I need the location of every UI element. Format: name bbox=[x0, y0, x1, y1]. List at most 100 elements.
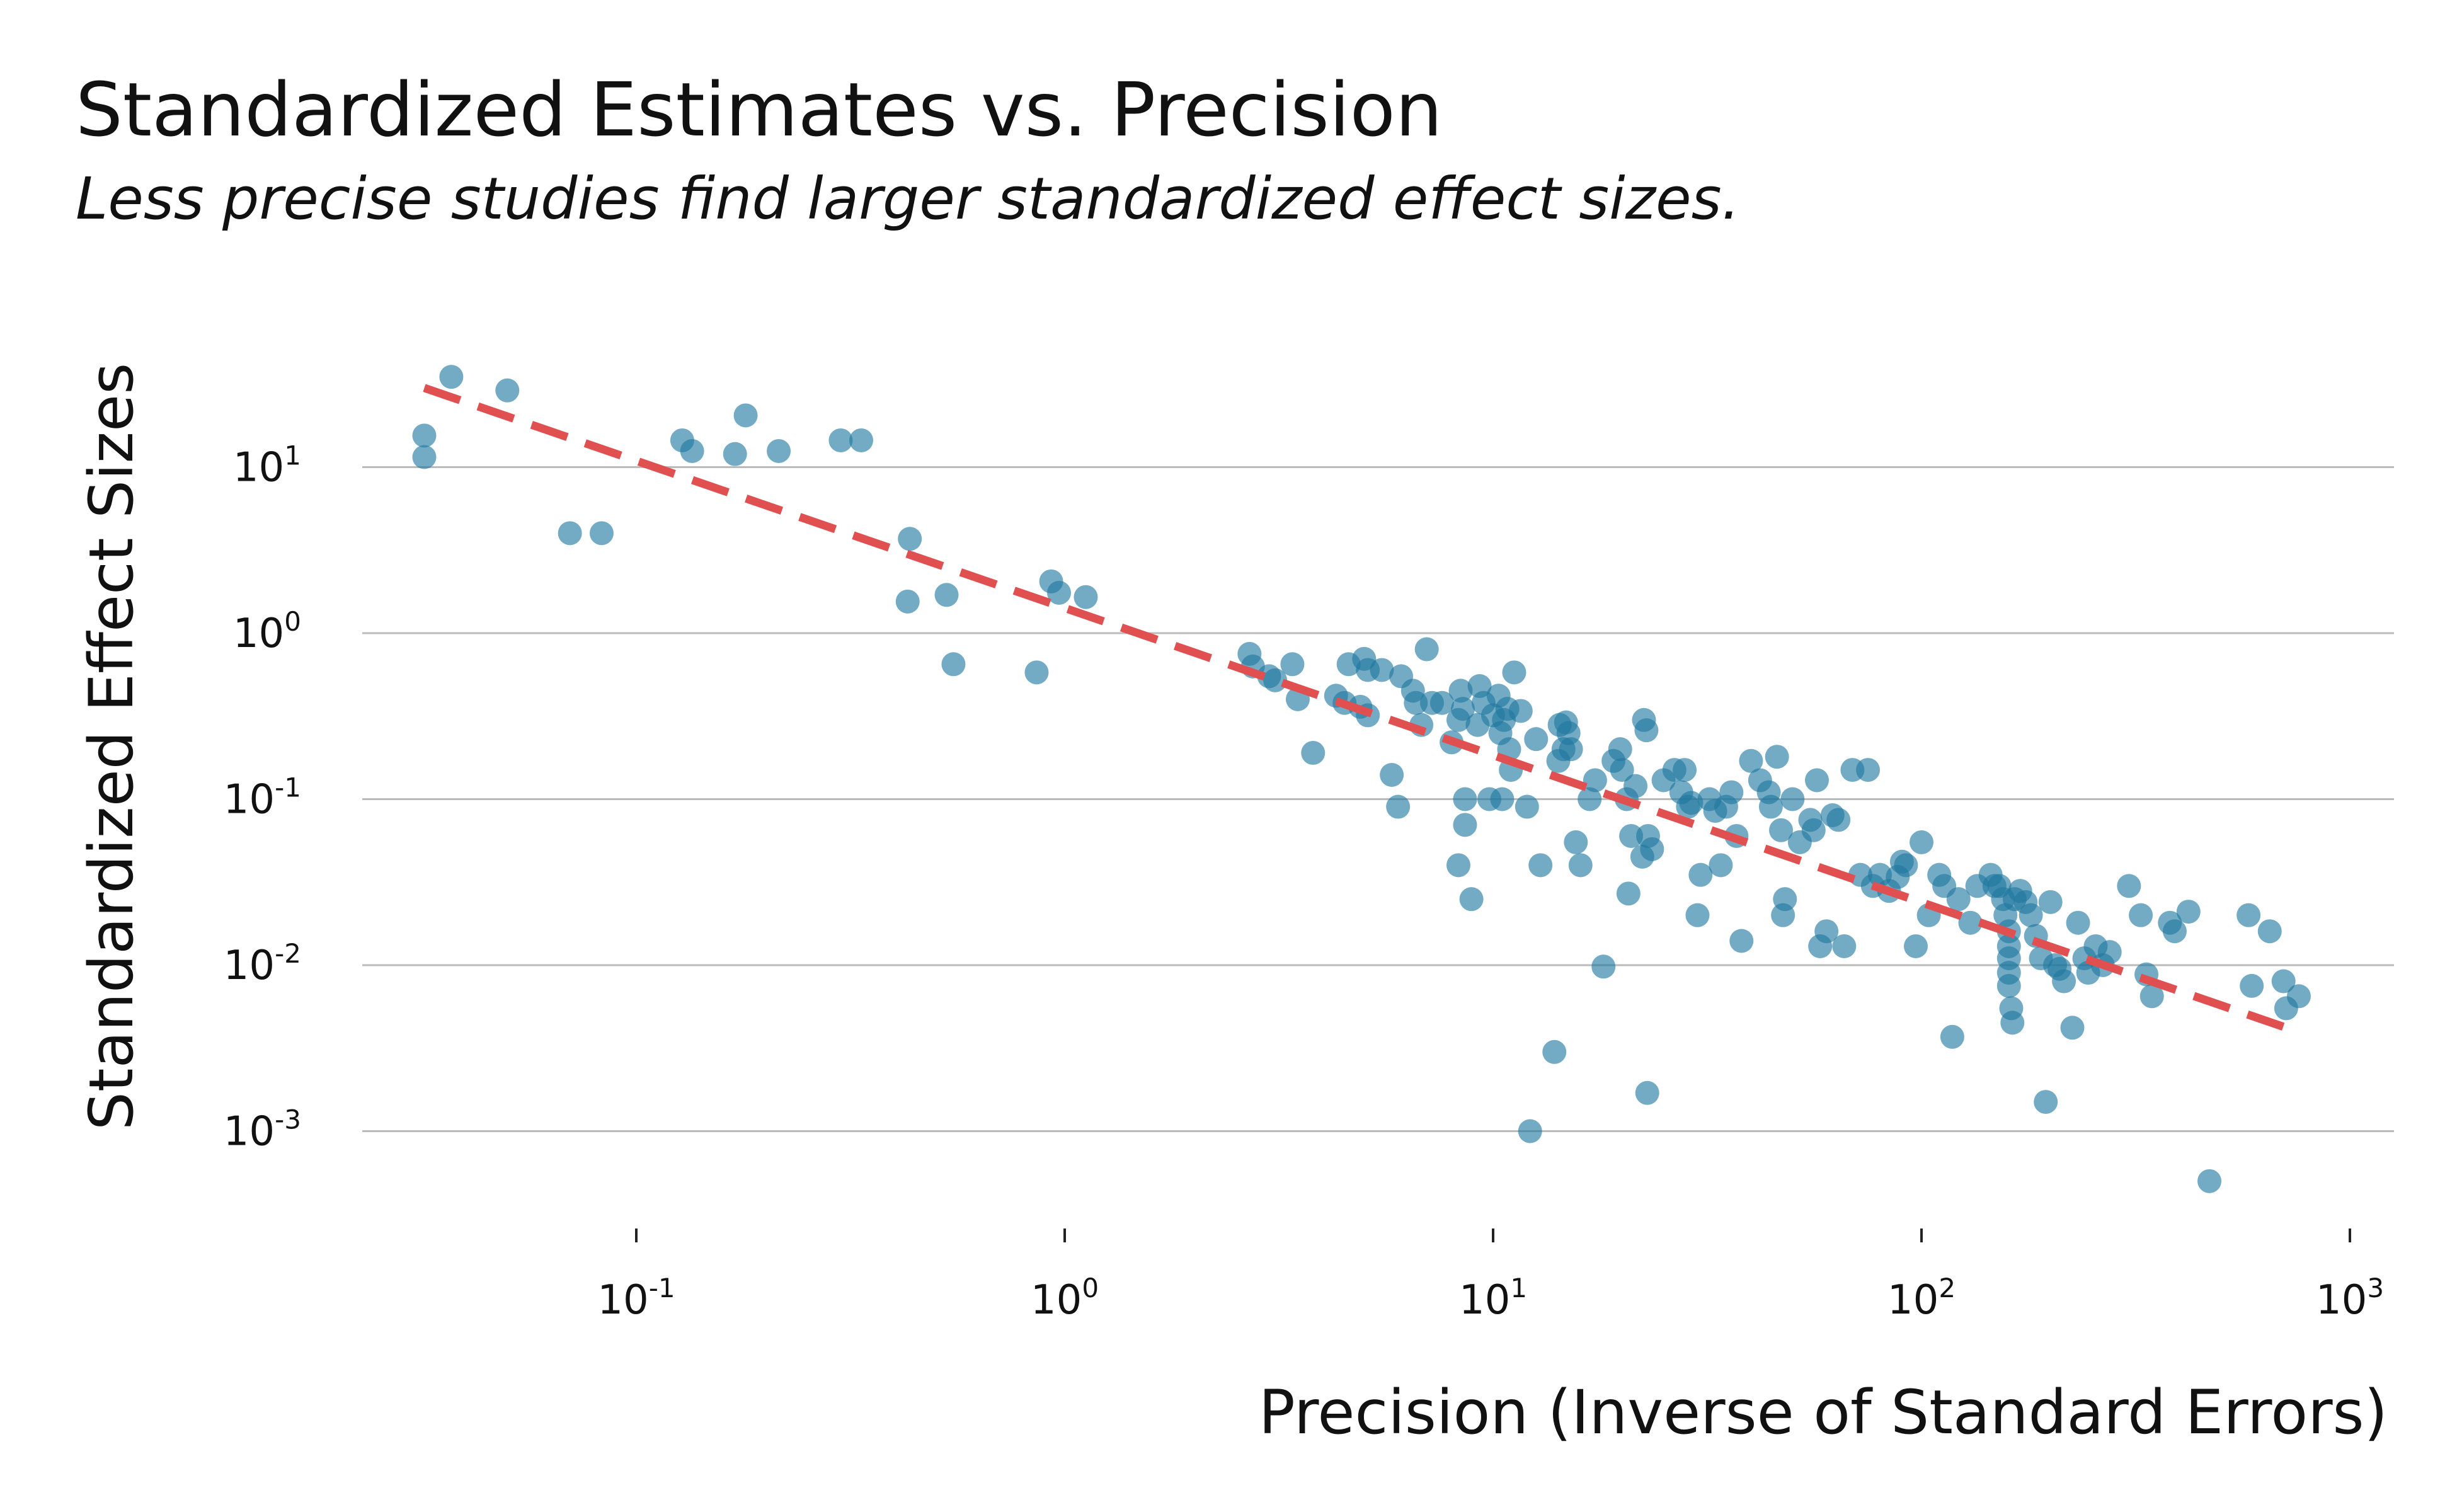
data-point bbox=[1280, 652, 1305, 677]
data-point bbox=[2052, 969, 2076, 994]
data-point bbox=[495, 378, 520, 403]
data-point bbox=[2236, 903, 2261, 927]
data-point bbox=[1640, 837, 1664, 861]
data-point bbox=[2139, 984, 2164, 1009]
data-point bbox=[1940, 1024, 1964, 1049]
data-point bbox=[2097, 940, 2122, 965]
data-point bbox=[934, 583, 959, 607]
x-axis-title: Precision (Inverse of Standard Errors) bbox=[1259, 1377, 2388, 1448]
data-point bbox=[2000, 1011, 2025, 1035]
data-point bbox=[1453, 813, 1477, 837]
data-point bbox=[1616, 881, 1641, 906]
data-point bbox=[1765, 745, 1789, 769]
y-tick-label: 100 bbox=[233, 606, 301, 657]
data-point bbox=[2257, 919, 2282, 944]
data-point bbox=[1502, 660, 1526, 685]
data-point bbox=[1564, 830, 1588, 854]
chart-subtitle: Less precise studies find larger standar… bbox=[76, 165, 1740, 232]
data-point bbox=[1490, 787, 1515, 811]
data-point bbox=[1832, 934, 1857, 958]
data-point bbox=[1826, 808, 1851, 832]
x-tick-label: 102 bbox=[1887, 1273, 1956, 1324]
data-point bbox=[2038, 890, 2063, 914]
data-point bbox=[1946, 887, 1971, 912]
data-point bbox=[1814, 919, 1839, 944]
data-point bbox=[1780, 787, 1805, 811]
data-point bbox=[2271, 969, 2296, 994]
data-point bbox=[2117, 874, 2141, 898]
data-point bbox=[1769, 818, 1794, 842]
data-point bbox=[2197, 1169, 2222, 1193]
data-point bbox=[439, 365, 464, 389]
data-point bbox=[1542, 1040, 1567, 1064]
data-point bbox=[1380, 762, 1404, 787]
x-tick-label: 101 bbox=[1459, 1273, 1527, 1324]
data-point bbox=[2066, 910, 2090, 935]
data-point bbox=[2019, 903, 2043, 927]
data-point bbox=[1910, 830, 1933, 854]
data-point bbox=[1685, 903, 1710, 927]
data-point bbox=[680, 438, 704, 463]
data-point bbox=[2240, 973, 2264, 998]
data-point bbox=[1688, 862, 1713, 887]
data-point bbox=[1771, 903, 1796, 927]
data-point bbox=[1074, 585, 1098, 609]
data-point bbox=[1958, 910, 1983, 935]
data-point bbox=[2060, 1016, 2085, 1040]
data-point bbox=[558, 521, 582, 546]
data-point bbox=[589, 521, 614, 546]
data-point bbox=[1518, 1119, 1542, 1143]
x-axis: 10-1 100 101 102 103 bbox=[597, 1228, 2384, 1324]
data-point bbox=[1024, 660, 1049, 685]
data-point bbox=[1591, 954, 1616, 979]
data-point bbox=[898, 527, 922, 551]
x-tick-label: 103 bbox=[2316, 1273, 2384, 1324]
data-point bbox=[1528, 853, 1553, 878]
data-point bbox=[1448, 679, 1473, 703]
data-point bbox=[1047, 580, 1072, 605]
data-point bbox=[412, 423, 437, 448]
data-point bbox=[1370, 658, 1394, 682]
y-tick-label: 10-1 bbox=[224, 772, 301, 823]
data-point bbox=[1583, 768, 1607, 793]
trend-line bbox=[423, 384, 2298, 1036]
data-point bbox=[1429, 690, 1454, 715]
data-point bbox=[2162, 919, 2187, 944]
data-point bbox=[1610, 758, 1634, 782]
data-point bbox=[1459, 887, 1484, 912]
data-point bbox=[941, 652, 966, 677]
data-point bbox=[1515, 794, 1539, 819]
data-point bbox=[2176, 900, 2201, 924]
data-point bbox=[1524, 727, 1549, 752]
data-point bbox=[1508, 699, 1533, 723]
data-point bbox=[1719, 780, 1744, 805]
data-point bbox=[849, 428, 874, 452]
data-point bbox=[1568, 853, 1593, 878]
data-point bbox=[1634, 718, 1659, 743]
data-point bbox=[1894, 853, 1918, 878]
x-tick-label: 100 bbox=[1031, 1273, 1099, 1324]
gridlines bbox=[362, 466, 2394, 1132]
data-point bbox=[2034, 1090, 2058, 1114]
x-tick-label: 10-1 bbox=[597, 1273, 675, 1324]
data-point bbox=[2129, 903, 2153, 927]
data-point bbox=[1578, 787, 1602, 811]
data-point bbox=[1453, 787, 1477, 811]
data-point bbox=[1414, 637, 1439, 662]
data-point bbox=[1804, 768, 1829, 793]
data-point bbox=[2286, 984, 2311, 1009]
y-tick-label: 10-3 bbox=[224, 1104, 301, 1155]
data-point bbox=[733, 403, 758, 428]
data-point bbox=[1559, 737, 1583, 762]
data-point bbox=[1608, 737, 1632, 762]
data-point bbox=[1709, 853, 1733, 878]
data-points bbox=[412, 365, 2311, 1193]
data-point bbox=[767, 438, 791, 463]
data-point bbox=[1729, 929, 1754, 953]
data-point bbox=[895, 589, 920, 614]
chart-title: Standardized Estimates vs. Precision bbox=[76, 66, 1443, 153]
data-point bbox=[412, 445, 437, 469]
y-tick-label: 10-2 bbox=[224, 938, 301, 989]
data-point bbox=[1635, 1080, 1659, 1105]
